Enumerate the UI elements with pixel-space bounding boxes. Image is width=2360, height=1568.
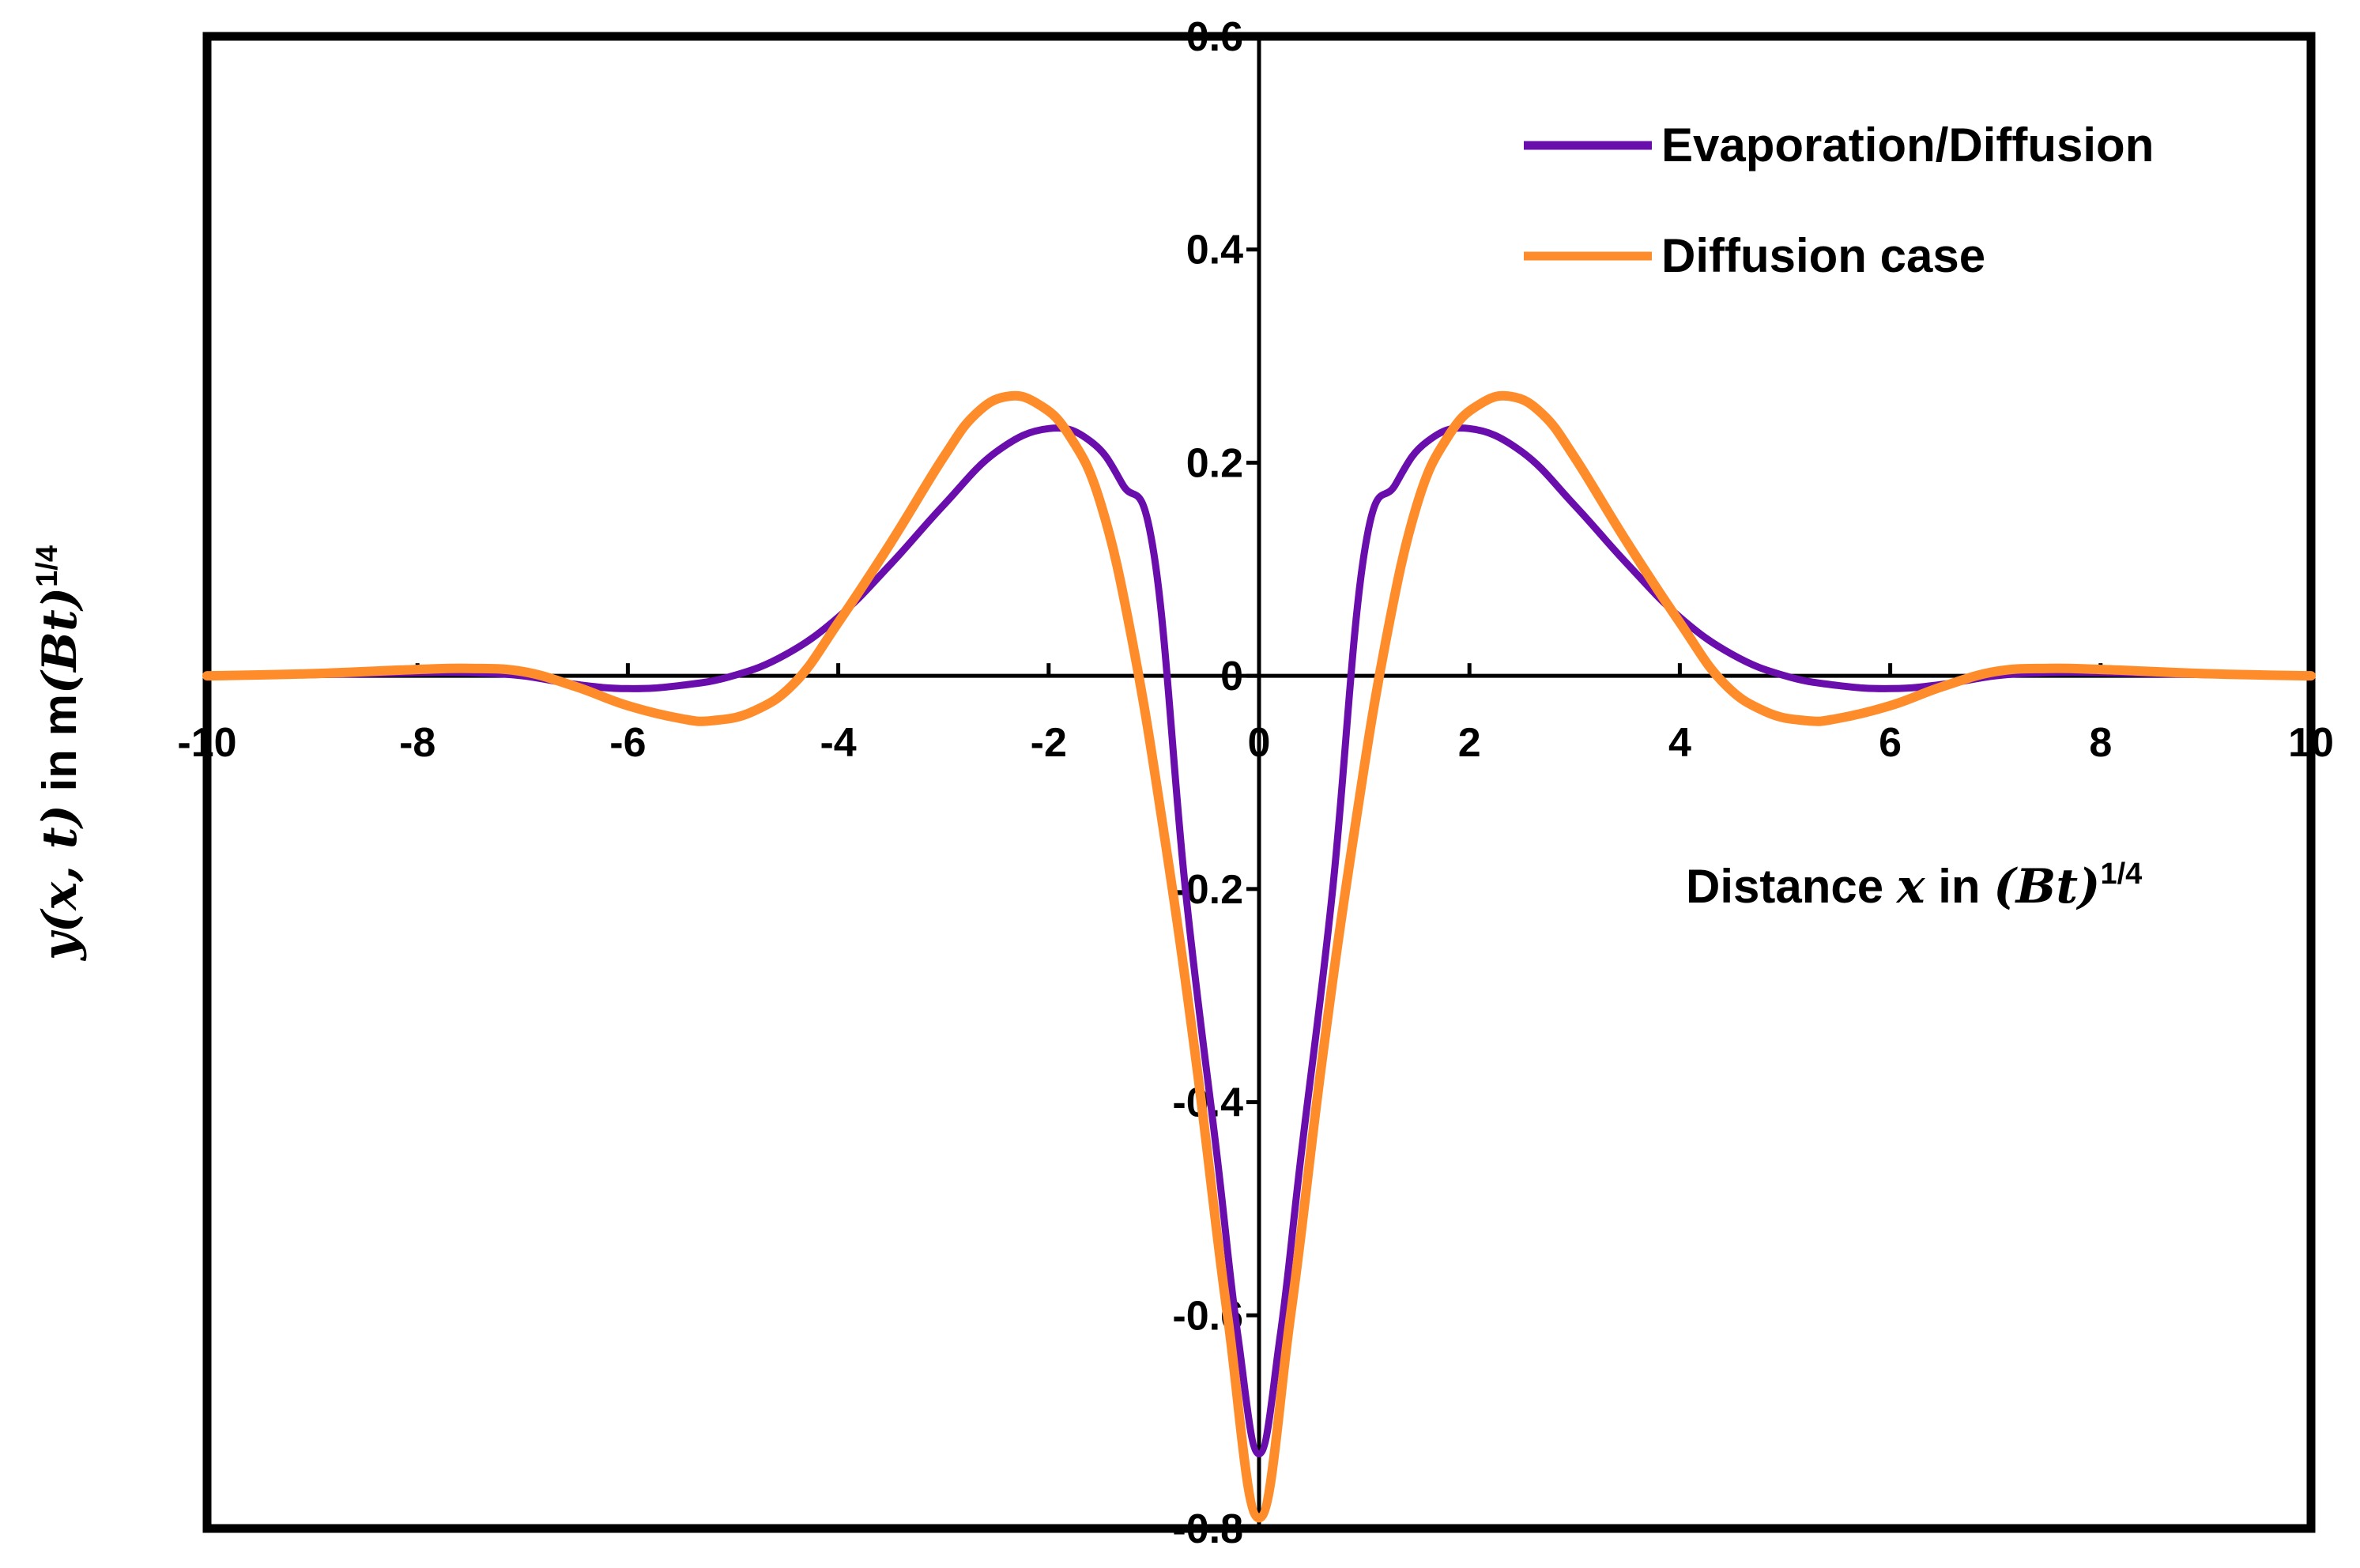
x-tick-label: 4 xyxy=(1668,720,1691,766)
y-tick-label: 0.6 xyxy=(1186,14,1243,60)
x-tick-labels: -10 -8 -6 -4 -2 0 2 4 6 8 10 xyxy=(177,663,2334,766)
x-tick-label: 8 xyxy=(2089,720,2112,766)
y-tick-label: 0.2 xyxy=(1186,440,1243,486)
legend-label-diffusion: Diffusion case xyxy=(1661,229,1985,282)
x-tick-label: -6 xyxy=(609,720,646,766)
y-axis-title: y(x, t) in m(Bt)1/4 xyxy=(31,545,88,962)
x-axis-title: Distance x in (Bt)1/4 xyxy=(1686,858,2142,914)
series-lines xyxy=(202,390,2316,1523)
x-tick-label: 2 xyxy=(1458,720,1481,766)
legend-label-evaporation: Evaporation/Diffusion xyxy=(1661,119,2154,172)
series-diffusion-case xyxy=(202,390,2316,1523)
x-tick-label: 10 xyxy=(2288,720,2334,766)
x-tick-label: -2 xyxy=(1031,720,1067,766)
y-tick-label: 0.4 xyxy=(1186,228,1243,273)
series-evaporation-diffusion xyxy=(203,424,2315,1458)
y-tick-label: 0 xyxy=(1220,654,1243,699)
legend: Evaporation/Diffusion Diffusion case xyxy=(1524,119,2154,282)
x-tick-label: 6 xyxy=(1879,720,1902,766)
x-tick-label: -4 xyxy=(820,720,856,766)
x-tick-label: -8 xyxy=(399,720,435,766)
x-tick-label: -10 xyxy=(177,720,236,766)
y-tick-label: -0.8 xyxy=(1172,1506,1243,1552)
x-tick-label: 0 xyxy=(1248,720,1271,766)
